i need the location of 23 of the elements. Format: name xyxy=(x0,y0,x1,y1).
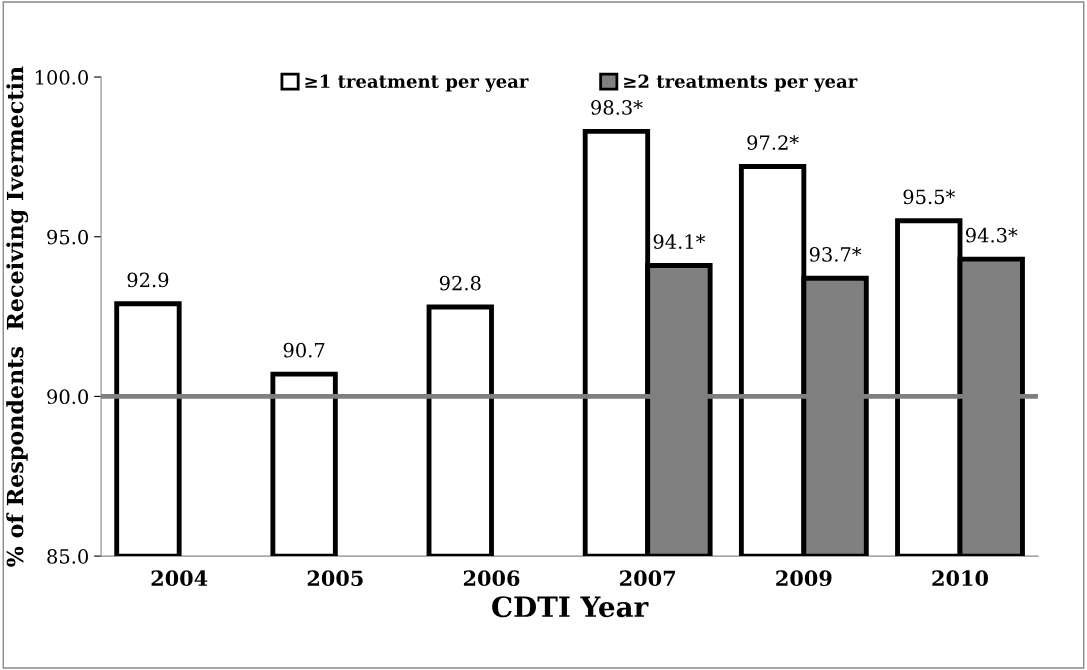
data-label: 92.8 xyxy=(439,275,481,291)
x-tick-label: 2005 xyxy=(307,570,363,587)
data-label: 97.2* xyxy=(747,135,799,150)
y-tick-label: 95.0 xyxy=(47,229,88,245)
x-tick-label: 2010 xyxy=(932,570,989,587)
data-label: 90.7 xyxy=(283,342,325,358)
data-label: 93.7* xyxy=(809,247,862,262)
x-tick-label: 2007 xyxy=(620,570,675,587)
y-axis-title: % of Respondents Receiving Ivermectin xyxy=(6,66,29,567)
y-tick-label: 90.0 xyxy=(47,389,88,405)
x-tick-label: 2004 xyxy=(151,570,208,587)
data-label: 94.1* xyxy=(653,234,706,249)
data-label: 92.9 xyxy=(127,272,169,288)
x-tick-label: 2009 xyxy=(776,570,832,587)
data-label: 98.3* xyxy=(591,100,643,115)
legend-label: ≥1 treatment per year xyxy=(305,74,529,92)
y-tick-label: 100.0 xyxy=(35,70,88,85)
y-tick-label: 85.0 xyxy=(47,549,88,564)
data-label: 94.3* xyxy=(965,227,1018,243)
legend-label: ≥2 treatments per year xyxy=(624,74,858,92)
data-label: 95.5* xyxy=(903,189,955,205)
x-tick-label: 2006 xyxy=(463,570,520,587)
x-axis-title: CDTI Year xyxy=(492,596,649,618)
